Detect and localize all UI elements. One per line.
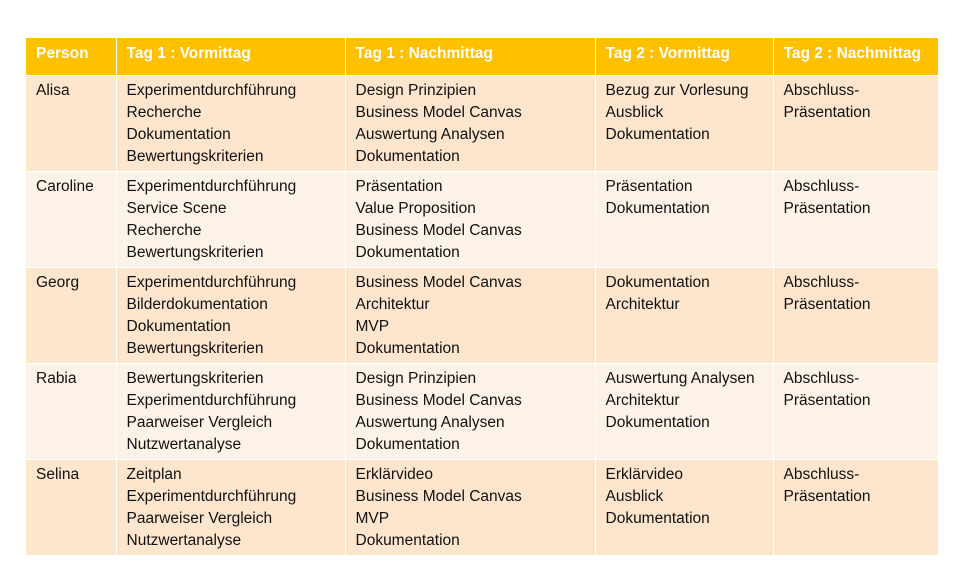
task-item: Nutzwertanalyse <box>126 435 242 453</box>
task-item: Architektur <box>605 391 680 409</box>
task-item: Dokumentation <box>605 125 710 143</box>
tag1-vormittag-cell: Experimentdurchführung Recherche Dokumen… <box>116 75 346 172</box>
table-row: Selina Zeitplan Experimentdurchführung P… <box>26 459 938 556</box>
task-item: Dokumentation <box>605 413 710 431</box>
person-cell: Selina <box>26 459 117 556</box>
task-item: Business Model Canvas <box>355 391 522 409</box>
table-row: Caroline Experimentdurchführung Service … <box>26 171 938 268</box>
header-tag2-nachmittag: Tag 2 : Nachmittag <box>773 38 938 76</box>
task-item: Abschluss- Präsentation <box>783 177 871 217</box>
task-item: Business Model Canvas <box>355 103 522 121</box>
tag1-vormittag-cell: Zeitplan Experimentdurchführung Paarweis… <box>116 459 346 556</box>
task-item: Recherche <box>126 221 202 239</box>
task-item: Abschluss- Präsentation <box>783 81 871 121</box>
header-row: Person Tag 1 : Vormittag Tag 1 : Nachmit… <box>26 38 938 76</box>
task-item: Design Prinzipien <box>355 81 477 99</box>
task-item: Experimentdurchführung <box>126 391 297 409</box>
task-item: Dokumentation <box>355 339 460 357</box>
task-item: Ausblick <box>605 103 664 121</box>
task-item: Dokumentation <box>605 509 710 527</box>
table-row: Rabia Bewertungskriterien Experimentdurc… <box>26 363 938 460</box>
header-tag1-vormittag: Tag 1 : Vormittag <box>116 38 346 76</box>
task-item: Service Scene <box>126 199 227 217</box>
task-item: Abschluss- Präsentation <box>783 465 871 505</box>
task-item: Dokumentation <box>355 435 460 453</box>
task-item: Paarweiser Vergleich <box>126 413 273 431</box>
task-item: Paarweiser Vergleich <box>126 509 273 527</box>
task-item: Abschluss- Präsentation <box>783 369 871 409</box>
task-item: Dokumentation <box>605 199 710 217</box>
header-tag1-nachmittag: Tag 1 : Nachmittag <box>345 38 596 76</box>
task-item: Bewertungskriterien <box>126 369 264 387</box>
task-item: Auswertung Analysen <box>355 125 505 143</box>
table-row: Georg Experimentdurchführung Bilderdokum… <box>26 267 938 364</box>
tag2-nachmittag-cell: Abschluss- Präsentation <box>773 171 938 268</box>
tag2-vormittag-cell: Präsentation Dokumentation <box>595 171 774 268</box>
tag2-vormittag-cell: Bezug zur Vorlesung Ausblick Dokumentati… <box>595 75 774 172</box>
task-item: Architektur <box>355 295 430 313</box>
task-item: Dokumentation <box>126 317 231 335</box>
tag1-nachmittag-cell: Präsentation Value Proposition Business … <box>345 171 596 268</box>
task-item: Business Model Canvas <box>355 221 522 239</box>
task-item: Bewertungskriterien <box>126 147 264 165</box>
task-item: Dokumentation <box>355 531 460 549</box>
task-item: Experimentdurchführung <box>126 81 297 99</box>
task-item: Präsentation <box>605 177 693 195</box>
table-header: Person Tag 1 : Vormittag Tag 1 : Nachmit… <box>26 38 938 76</box>
task-item: Auswertung Analysen <box>355 413 505 431</box>
task-item: Erklärvideo <box>355 465 434 483</box>
tag1-nachmittag-cell: Design Prinzipien Business Model Canvas … <box>345 363 596 460</box>
task-item: Abschluss- Präsentation <box>783 273 871 313</box>
person-cell: Caroline <box>26 171 117 268</box>
tag2-nachmittag-cell: Abschluss- Präsentation <box>773 459 938 556</box>
task-item: Ausblick <box>605 487 664 505</box>
person-cell: Rabia <box>26 363 117 460</box>
tag2-vormittag-cell: Dokumentation Architektur <box>595 267 774 364</box>
task-item: Business Model Canvas <box>355 273 522 291</box>
task-item: Value Proposition <box>355 199 476 217</box>
tag2-vormittag-cell: Erklärvideo Ausblick Dokumentation <box>595 459 774 556</box>
table-row: Alisa Experimentdurchführung Recherche D… <box>26 75 938 172</box>
task-item: MVP <box>355 317 390 335</box>
tag1-vormittag-cell: Bewertungskriterien Experimentdurchführu… <box>116 363 346 460</box>
task-item: Experimentdurchführung <box>126 273 297 291</box>
task-item: Bilderdokumentation <box>126 295 268 313</box>
task-item: Experimentdurchführung <box>126 177 297 195</box>
task-item: Dokumentation <box>126 125 231 143</box>
task-item: MVP <box>355 509 390 527</box>
task-item: Business Model Canvas <box>355 487 522 505</box>
table-body: Alisa Experimentdurchführung Recherche D… <box>26 75 938 556</box>
task-item: Bewertungskriterien <box>126 243 264 261</box>
tag2-nachmittag-cell: Abschluss- Präsentation <box>773 363 938 460</box>
task-item: Auswertung Analysen <box>605 369 755 387</box>
task-item: Design Prinzipien <box>355 369 477 387</box>
task-item: Dokumentation <box>355 243 460 261</box>
tag1-vormittag-cell: Experimentdurchführung Bilderdokumentati… <box>116 267 346 364</box>
task-item: Dokumentation <box>605 273 710 291</box>
task-item: Architektur <box>605 295 680 313</box>
task-item: Nutzwertanalyse <box>126 531 242 549</box>
task-item: Erklärvideo <box>605 465 684 483</box>
tag1-nachmittag-cell: Design Prinzipien Business Model Canvas … <box>345 75 596 172</box>
task-item: Bewertungskriterien <box>126 339 264 357</box>
tag2-nachmittag-cell: Abschluss- Präsentation <box>773 267 938 364</box>
header-person: Person <box>26 38 117 76</box>
header-tag2-vormittag: Tag 2 : Vormittag <box>595 38 774 76</box>
person-cell: Alisa <box>26 75 117 172</box>
tag1-vormittag-cell: Experimentdurchführung Service Scene Rec… <box>116 171 346 268</box>
tag1-nachmittag-cell: Erklärvideo Business Model Canvas MVP Do… <box>345 459 596 556</box>
tag1-nachmittag-cell: Business Model Canvas Architektur MVP Do… <box>345 267 596 364</box>
person-cell: Georg <box>26 267 117 364</box>
task-item: Experimentdurchführung <box>126 487 297 505</box>
task-item: Zeitplan <box>126 465 182 483</box>
schedule-table: Person Tag 1 : Vormittag Tag 1 : Nachmit… <box>26 38 938 556</box>
task-item: Recherche <box>126 103 202 121</box>
task-item: Dokumentation <box>355 147 460 165</box>
task-item: Präsentation <box>355 177 443 195</box>
tag2-nachmittag-cell: Abschluss- Präsentation <box>773 75 938 172</box>
task-item: Bezug zur Vorlesung <box>605 81 749 99</box>
tag2-vormittag-cell: Auswertung Analysen Architektur Dokument… <box>595 363 774 460</box>
